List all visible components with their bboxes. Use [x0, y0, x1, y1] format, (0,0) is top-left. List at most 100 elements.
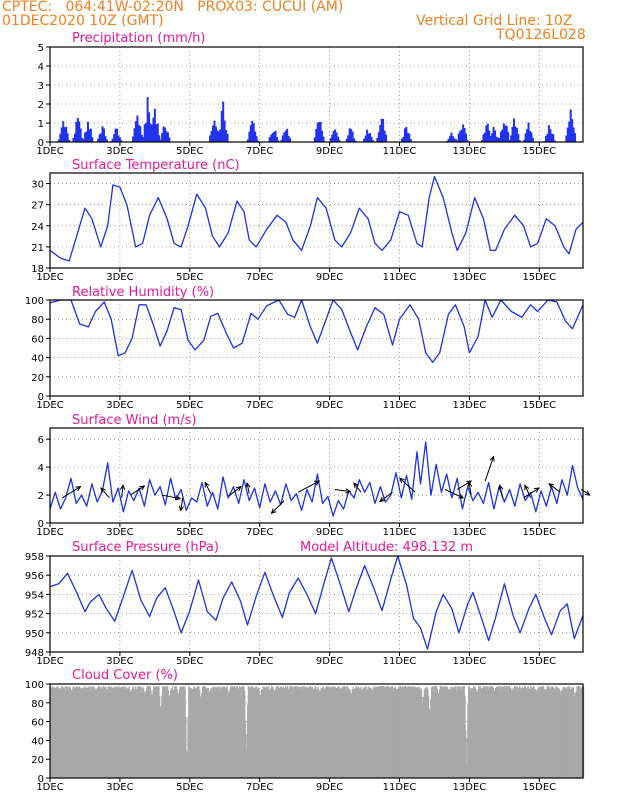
precip-bar — [370, 136, 373, 142]
precip-bar — [510, 135, 513, 142]
cloud-column — [364, 687, 367, 778]
cloud-column — [333, 686, 335, 778]
cloud-column — [295, 686, 298, 778]
cloud-column — [435, 685, 437, 778]
precip-bar — [274, 130, 277, 142]
cloud-column — [231, 686, 234, 778]
precip-bar — [488, 130, 491, 142]
cloud-column — [367, 686, 369, 778]
cloud-column — [444, 686, 446, 778]
cloud-column — [99, 686, 101, 778]
y-tick-label: 2 — [38, 100, 44, 111]
cloud-column — [375, 686, 377, 778]
precip-bar — [377, 132, 380, 142]
precip-bar — [84, 132, 87, 142]
cloud-column — [143, 692, 146, 778]
cloud-column — [264, 687, 266, 778]
wind-arrow-shaft — [130, 485, 145, 496]
precip-bar — [156, 123, 159, 142]
cloud-column — [560, 694, 562, 778]
precip-bar — [152, 117, 155, 142]
x-tick-label: 5DEC — [176, 146, 203, 157]
cloud-column — [201, 686, 204, 778]
cloud-column — [286, 686, 289, 778]
cloud-column — [232, 686, 234, 778]
cloud-column — [563, 686, 566, 778]
cloud-column — [68, 686, 70, 778]
cloud-column — [331, 686, 333, 778]
precip-bar — [453, 138, 456, 142]
cloud-column — [181, 686, 183, 778]
cloud-column — [269, 689, 271, 778]
cloud-column — [561, 689, 564, 778]
cloud-column — [55, 686, 58, 778]
precip-bar — [457, 133, 460, 142]
cloud-column — [301, 690, 303, 778]
cloud-column — [469, 688, 471, 778]
cloud-column — [345, 690, 347, 778]
cloud-column — [437, 692, 439, 778]
cloud-column — [458, 686, 460, 778]
cloud-column — [326, 686, 328, 778]
precip-bar — [65, 126, 68, 142]
precip-bar — [483, 132, 486, 142]
cloud-column — [76, 688, 79, 778]
cloud-column — [388, 686, 390, 778]
precip-bar — [213, 120, 216, 142]
precip-bar — [118, 137, 121, 142]
cloud-column — [310, 687, 313, 778]
cloud-column — [57, 689, 60, 778]
cloud-column — [111, 687, 113, 778]
cloud-column — [146, 686, 148, 778]
cloud-column — [74, 688, 77, 778]
cloud-column — [558, 687, 560, 778]
precip-bar — [153, 108, 156, 142]
cloud-column — [539, 690, 541, 778]
cloud-column — [332, 687, 335, 778]
cloud-column — [464, 695, 466, 778]
cloud-column — [215, 688, 217, 778]
cloud-column — [554, 690, 556, 778]
cloud-column — [176, 689, 178, 778]
cloud-column — [159, 707, 162, 778]
cloud-column — [86, 687, 88, 778]
cloud-column — [369, 687, 371, 778]
cloud-column — [415, 687, 417, 778]
cloud-column — [489, 688, 491, 778]
cloud-column — [281, 687, 284, 778]
y-tick-label: 27 — [31, 201, 44, 212]
precip-bar — [165, 131, 168, 142]
cloud-column — [172, 685, 174, 778]
wind-arrow-shaft — [61, 486, 81, 499]
cloud-column — [251, 686, 253, 778]
cloud-column — [214, 686, 216, 778]
cloud-column — [135, 688, 138, 778]
cloud-column — [409, 686, 412, 778]
cloud-column — [529, 686, 532, 778]
cloud-column — [386, 685, 388, 778]
cloud-column — [565, 688, 567, 778]
precip-bar — [547, 125, 550, 142]
precip-bar — [148, 112, 151, 142]
cloud-column — [368, 687, 370, 778]
cloud-column — [165, 686, 167, 778]
cloud-column — [573, 691, 575, 778]
cloud-column — [398, 686, 401, 778]
cloud-column — [284, 686, 287, 778]
cloud-column — [238, 687, 240, 778]
cloud-column — [329, 686, 331, 778]
precip-bar — [315, 128, 318, 142]
precip-bar — [515, 127, 518, 142]
cloud-column — [196, 688, 198, 778]
cloud-column — [156, 686, 158, 778]
cloud-column — [210, 687, 212, 778]
cloud-column — [364, 689, 366, 778]
cloud-column — [161, 695, 163, 778]
precip-bar — [81, 137, 84, 142]
cloud-column — [142, 686, 144, 778]
cloud-column — [444, 686, 447, 778]
cloud-column — [123, 685, 125, 778]
precip-bar — [270, 134, 273, 142]
cloud-column — [118, 686, 120, 778]
cloud-column — [140, 688, 143, 778]
